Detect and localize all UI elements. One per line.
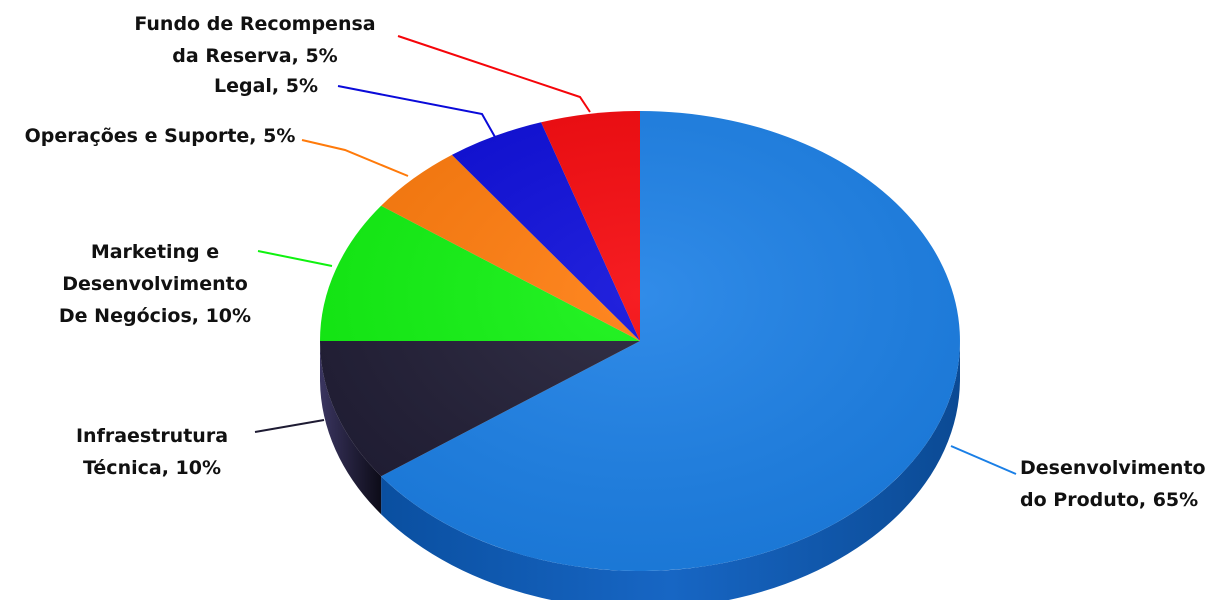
leader-line-5 <box>397 35 591 113</box>
slice-label-line: De Negócios, 10% <box>59 305 251 327</box>
leader-line-2 <box>257 250 333 267</box>
slice-label-2: Marketing e Desenvolvimento De Negócios, 1… <box>59 241 251 327</box>
slice-label-line: Legal, 5% <box>214 75 318 97</box>
pie-top-shading <box>320 111 960 571</box>
slice-label-line: Desenvolvimento <box>62 273 248 295</box>
pie-side-0 <box>381 341 960 600</box>
slice-label-line: Técnica, 10% <box>83 457 221 479</box>
slice-label-line: Desenvolvimento <box>1020 457 1206 479</box>
slice-label-line: da Reserva, 5% <box>172 45 337 67</box>
slice-label-line: do Produto, 65% <box>1020 489 1198 511</box>
slice-label-5: Fundo de Recompensa da Reserva, 5% <box>134 13 375 67</box>
slice-label-line: Infraestrutura <box>76 425 228 447</box>
pie-top-layer <box>319 111 960 571</box>
slice-label-line: Fundo de Recompensa <box>134 13 375 35</box>
slice-label-line: Operações e Suporte, 5% <box>25 125 296 147</box>
leader-line-0 <box>950 445 1017 475</box>
slice-label-0: Desenvolvimento do Produto, 65% <box>1020 457 1206 511</box>
slice-labels: Desenvolvimento do Produto, 65% Infraestru… <box>25 13 1206 511</box>
leader-line-1 <box>254 419 325 433</box>
pie-side-layer <box>319 341 960 600</box>
leader-line-3 <box>301 139 409 177</box>
slice-label-4: Legal, 5% <box>214 75 318 97</box>
slice-label-3: Operações e Suporte, 5% <box>25 125 296 147</box>
slice-label-1: Infraestrutura Técnica, 10% <box>76 425 228 479</box>
leader-lines <box>254 35 1017 475</box>
leader-line-4 <box>337 85 496 138</box>
slice-label-line: Marketing e <box>91 241 219 263</box>
pie-side-1 <box>319 341 382 515</box>
